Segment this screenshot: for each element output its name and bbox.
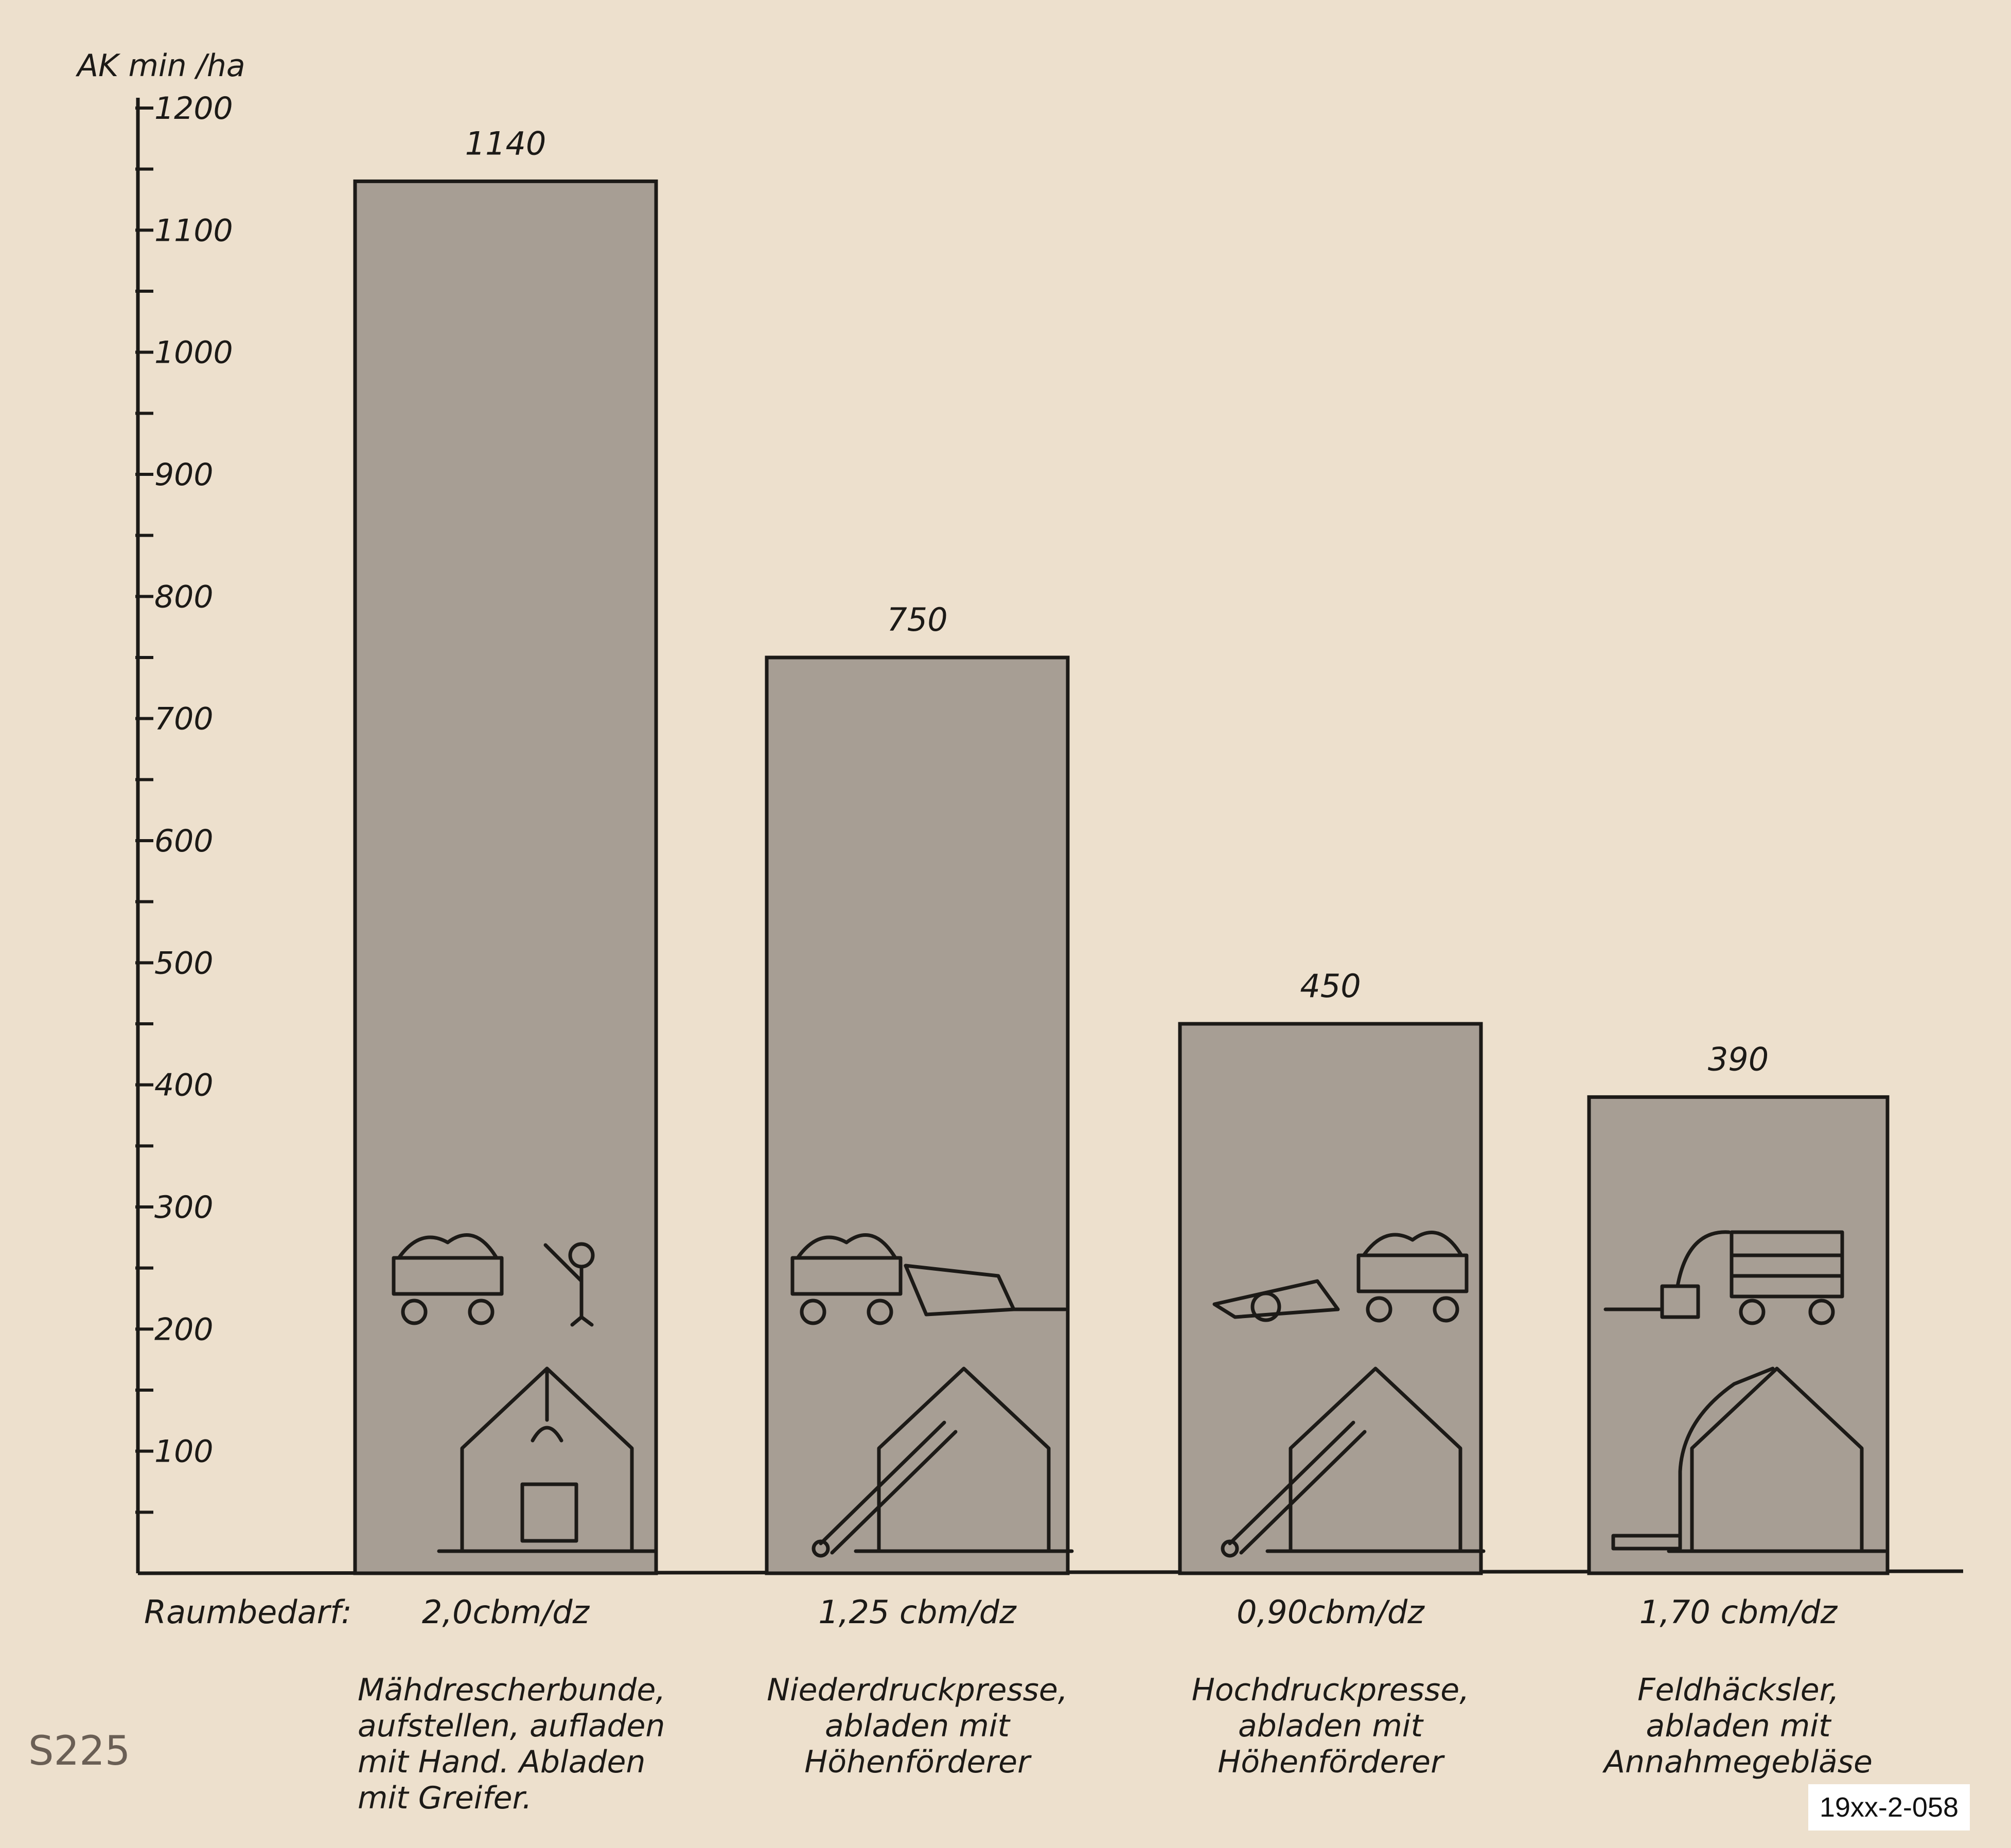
category-label-line: Hochdruckpresse, — [1192, 1672, 1470, 1708]
baler-pictogram — [904, 1264, 1067, 1317]
blower-pipe-pictogram — [1611, 1366, 1775, 1551]
grab-pictogram — [520, 1366, 578, 1543]
category-label-line: abladen mit — [1238, 1708, 1424, 1744]
category-label-line: abladen mit — [1646, 1708, 1832, 1744]
bar-value-label: 450 — [1300, 967, 1361, 1005]
category-label-line: Feldhäcksler, — [1637, 1672, 1839, 1708]
category-label-line: Höhenförderer — [804, 1744, 1032, 1780]
y-tick-label: 300 — [154, 1189, 214, 1225]
bar — [765, 655, 1070, 1575]
category-label-line: Mähdrescherbunde, — [358, 1672, 665, 1708]
worker-pictogram — [543, 1242, 595, 1327]
y-tick-label: 100 — [154, 1434, 214, 1470]
y-tick-label: 1000 — [154, 335, 233, 371]
space-requirement-value: 1,25 cbm/dz — [818, 1593, 1017, 1631]
handwritten-note: S225 — [28, 1728, 130, 1774]
y-tick-label: 400 — [154, 1068, 214, 1104]
y-tick-label: 500 — [154, 945, 214, 981]
bar — [353, 179, 658, 1575]
wagon-pictogram — [1356, 1231, 1469, 1323]
y-tick-label: 700 — [154, 701, 214, 737]
bar-value-label: 1140 — [465, 125, 546, 162]
y-tick-label: 1100 — [154, 212, 233, 248]
conveyor-pictogram — [812, 1420, 958, 1558]
barn-pictogram — [1667, 1366, 1887, 1553]
bar-value-label: 750 — [887, 601, 947, 638]
bar — [1587, 1095, 1890, 1575]
forage-harvester-pictogram — [1603, 1230, 1731, 1319]
bars — [353, 179, 1890, 1575]
y-tick-label: 1200 — [154, 91, 233, 127]
space-requirement-value: 0,90cbm/dz — [1237, 1593, 1425, 1631]
wagon-pictogram — [392, 1233, 504, 1325]
y-tick-label: 600 — [154, 823, 214, 859]
category-label-line: mit Hand. Abladen — [358, 1744, 645, 1780]
category-label-line: Niederdruckpresse, — [767, 1672, 1068, 1708]
space-requirement-value: 1,70 cbm/dz — [1639, 1593, 1838, 1631]
baler-pictogram — [1212, 1279, 1340, 1322]
space-requirement-label: Raumbedarf: — [144, 1593, 352, 1631]
category-label-line: mit Greifer. — [358, 1780, 532, 1816]
y-tick-label: 900 — [154, 457, 214, 493]
wagon-pictogram — [1730, 1230, 1844, 1325]
category-label-line: aufstellen, aufladen — [358, 1708, 665, 1744]
archive-id: 19xx-2-058 — [1808, 1784, 1970, 1831]
category-label-line: abladen mit — [825, 1708, 1011, 1744]
y-tick-label: 800 — [154, 579, 214, 615]
bar-value-label: 390 — [1708, 1040, 1769, 1078]
conveyor-pictogram — [1221, 1420, 1367, 1558]
labels: 1140 2,0cbm/dz Mähdrescherbunde,aufstellen… — [358, 125, 1873, 1816]
space-requirement-value: 2,0cbm/dz — [422, 1593, 590, 1631]
wagon-pictogram — [790, 1233, 903, 1325]
category-label-line: Höhenförderer — [1218, 1744, 1445, 1780]
y-ticks: 100 200 300 400 500 600 700 800 900 1000 1100 1200 — [135, 91, 233, 1514]
y-axis-title: AK min /ha — [75, 48, 245, 84]
barn-pictogram — [854, 1366, 1074, 1553]
category-label-line: Annahmegebläse — [1602, 1744, 1873, 1780]
pictograms — [392, 1230, 1887, 1558]
y-tick-label: 200 — [154, 1311, 214, 1347]
